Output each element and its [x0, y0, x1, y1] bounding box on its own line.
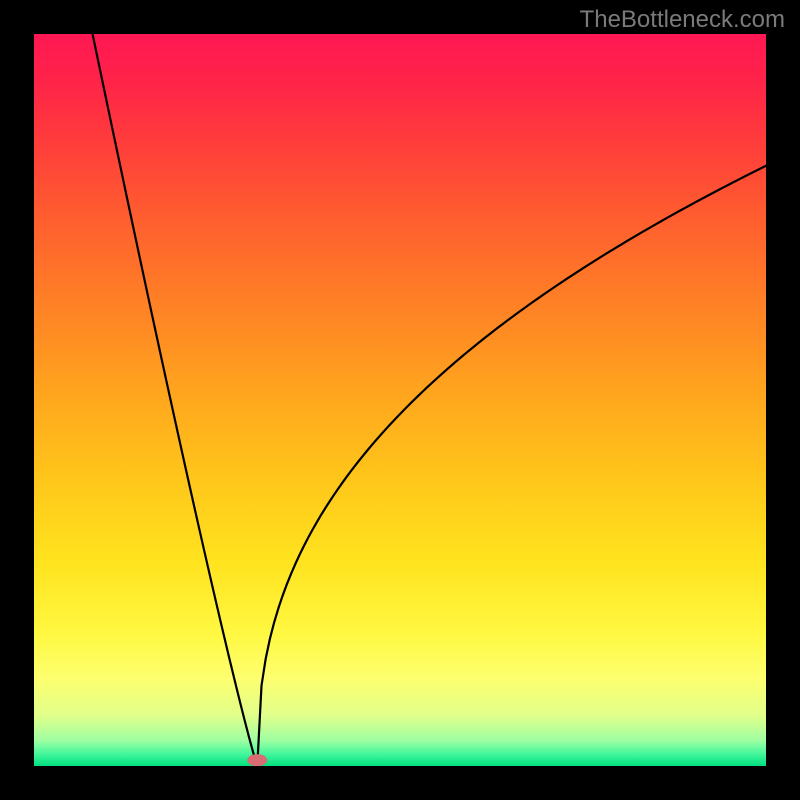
min-marker [247, 754, 267, 766]
chart-frame: TheBottleneck.com [0, 0, 800, 800]
gradient-background [34, 34, 766, 766]
watermark-text: TheBottleneck.com [580, 6, 785, 34]
plot-svg [34, 34, 766, 766]
plot-area [34, 34, 766, 766]
